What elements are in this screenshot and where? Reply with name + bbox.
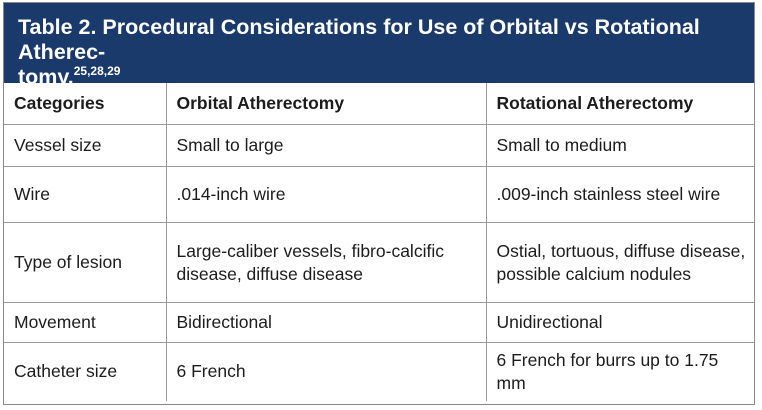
row-category: Wire [4, 166, 166, 223]
orbital-cell: 6 French [165, 342, 486, 401]
rotational-cell: Unidirectional [485, 302, 754, 343]
rotational-cell: .009-inch stainless steel wire [485, 166, 754, 223]
column-header-categories: Categories [14, 93, 105, 113]
row-category: Vessel size [4, 124, 166, 167]
rotational-cell: Ostial, tortuous, diffuse disease, possi… [485, 222, 754, 303]
orbital-cell: Small to large [165, 124, 486, 167]
rotational-cell: 6 French for burrs up to 1.75 mm [485, 342, 754, 401]
column-header-orbital: Orbital Atherectomy [165, 83, 486, 125]
row-category: Movement [4, 302, 166, 343]
table-row: Vessel size Small to large Small to medi… [4, 124, 754, 167]
header-row: Categories Orbital Atherectomy Rotationa… [4, 83, 754, 125]
table-title-line1: Table 2. Procedural Considerations for U… [18, 15, 700, 64]
column-header-rotational: Rotational Atherectomy [485, 83, 754, 125]
table-row: Type of lesion Large-caliber vessels, fi… [4, 222, 754, 303]
table-row: Movement Bidirectional Unidirectional [4, 302, 754, 343]
orbital-cell: .014-inch wire [165, 166, 486, 223]
orbital-cell: Large-caliber vessels, fibro-calcific di… [165, 222, 486, 303]
row-category: Type of lesion [4, 222, 166, 303]
row-category: Catheter size [4, 342, 166, 401]
table-title-line2: tomy. [18, 65, 74, 89]
table-figure: Table 2. Procedural Considerations for U… [3, 2, 755, 405]
comparison-table: Categories Orbital Atherectomy Rotationa… [4, 83, 754, 401]
table-row: Catheter size 6 French 6 French for burr… [4, 342, 754, 401]
rotational-cell: Small to medium [485, 124, 754, 167]
table-title: Table 2. Procedural Considerations for U… [4, 3, 754, 89]
table-title-references: 25,28,29 [73, 64, 121, 78]
orbital-cell: Bidirectional [165, 302, 486, 343]
table-row: Wire .014-inch wire .009-inch stainless … [4, 166, 754, 223]
